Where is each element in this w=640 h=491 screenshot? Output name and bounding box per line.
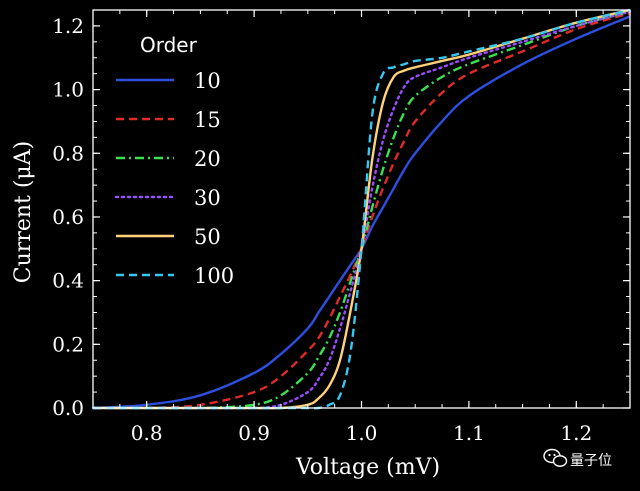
y-tick-label: 0.4 — [52, 269, 84, 293]
x-axis-title: Voltage (mV) — [295, 455, 440, 480]
x-tick-label: 0.9 — [238, 421, 270, 445]
watermark: 量子位 — [543, 448, 612, 469]
series-curves — [91, 8, 632, 410]
y-tick-label: 1.0 — [52, 78, 84, 102]
x-tick-label: 1.2 — [560, 421, 592, 445]
x-tick-label: 0.8 — [131, 421, 163, 445]
y-tick-label: 0.2 — [52, 332, 84, 356]
series-line-20 — [93, 10, 631, 410]
series-line-10 — [92, 15, 631, 410]
y-axis-title: Current (μA) — [11, 141, 36, 283]
y-tick-label: 0.6 — [52, 205, 84, 229]
y-tick-label: 1.2 — [52, 14, 84, 38]
series-line-100 — [93, 8, 631, 410]
legend-label-10: 10 — [194, 69, 221, 93]
legend-label-15: 15 — [194, 108, 221, 132]
series-line-15 — [92, 12, 631, 410]
legend-label-30: 30 — [194, 186, 221, 210]
wechat-icon — [543, 448, 568, 467]
x-tick-label: 1.1 — [453, 421, 485, 445]
y-tick-label: 0.8 — [52, 141, 84, 165]
series-line-30 — [91, 10, 632, 410]
watermark-text: 量子位 — [570, 453, 612, 469]
legend: Order 10 15 20 30 50 100 — [114, 33, 234, 288]
x-tick-label: 1.0 — [346, 421, 378, 445]
legend-title: Order — [140, 33, 198, 57]
legend-label-100: 100 — [194, 264, 234, 288]
series-line-50 — [93, 8, 631, 410]
legend-label-20: 20 — [194, 147, 221, 171]
y-tick-label: 0.0 — [52, 396, 84, 420]
plot-frame — [92, 9, 631, 409]
axes: 0.8 0.9 1.0 1.1 1.2 0.0 0.2 0.4 0.6 0.8 1.0 1.2 — [52, 9, 631, 445]
legend-label-50: 50 — [194, 225, 221, 249]
